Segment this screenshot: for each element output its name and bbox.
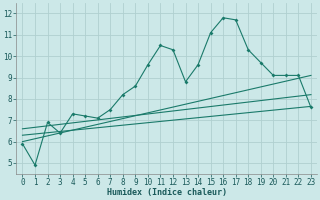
X-axis label: Humidex (Indice chaleur): Humidex (Indice chaleur) bbox=[107, 188, 227, 197]
